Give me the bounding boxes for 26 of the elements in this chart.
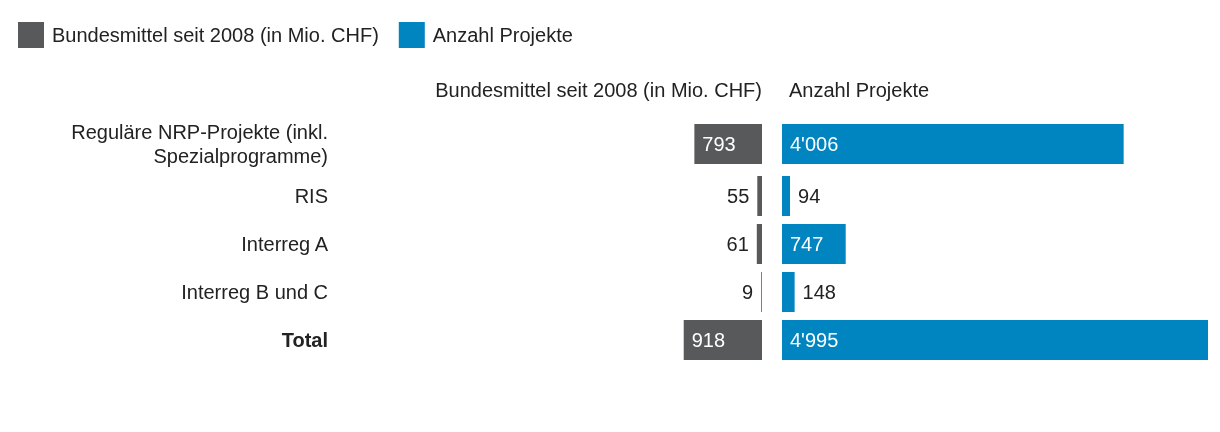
bar [782,176,791,216]
bar [757,176,762,216]
bar [683,320,762,360]
data-label: 747 [790,233,824,255]
data-label: 61 [726,233,749,255]
data-label: 94 [798,185,821,207]
legend-label: Anzahl Projekte [432,24,573,46]
y-tick-label: Interreg A [241,233,329,255]
bar [756,224,762,264]
bar [782,320,1208,360]
data-label: 9 [742,281,754,303]
y-tick-label: Interreg B und C [181,281,328,303]
data-label: 4'006 [790,133,839,155]
data-label: 4'995 [790,329,839,351]
data-label: 918 [691,329,726,351]
legend-label: Bundesmittel seit 2008 (in Mio. CHF) [52,24,379,46]
data-label: 148 [802,281,836,303]
y-tick-label: Reguläre NRP-Projekte (inkl. Spezialprogramme) [71,121,328,167]
y-tick-label: Total [281,329,328,351]
bar [782,272,795,312]
chart-title: Bundesmittel seit 2008 (in Mio. CHF) [435,79,762,101]
data-label: 793 [702,133,736,155]
y-tick-label: RIS [294,185,328,207]
bar [782,224,846,264]
data-label: 55 [727,185,750,207]
chart-title: Anzahl Projekte [789,79,930,101]
